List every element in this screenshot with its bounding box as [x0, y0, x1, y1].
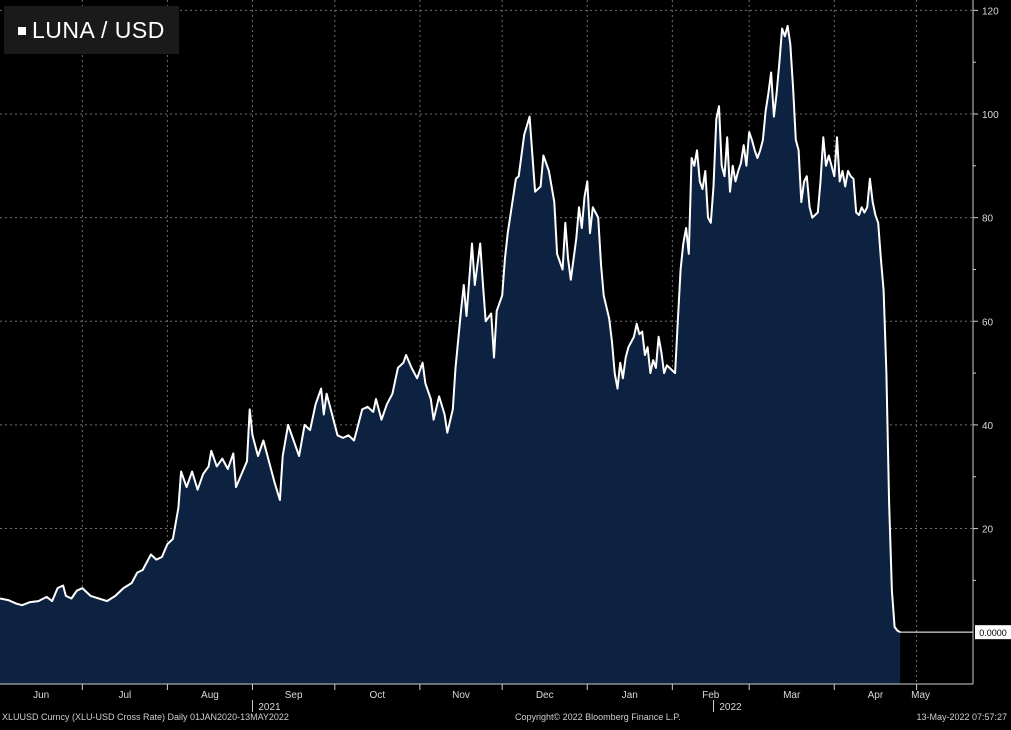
y-tick-label: 40 [982, 421, 994, 432]
y-tick-label: 60 [982, 317, 994, 328]
y-tick-label: 20 [982, 525, 994, 536]
x-tick-label: Apr [868, 690, 884, 701]
y-tick-label: 80 [982, 214, 994, 225]
x-tick-label: Jun [33, 690, 49, 701]
footer-security-info: XLUUSD Curncy (XLU-USD Cross Rate) Daily… [2, 712, 289, 722]
x-tick-label: Dec [536, 690, 554, 701]
series-line [0, 24, 901, 634]
x-tick-label: Jan [622, 690, 638, 701]
axes: 20 40 60 80 100 120 0.0000 Jun Jul Aug Sep Oct Nov De… [0, 0, 1011, 713]
year-label: 2021 [258, 702, 281, 713]
footer-timestamp: 13-May-2022 07:57:27 [916, 712, 1007, 722]
last-value-label: 0.0000 [979, 628, 1007, 638]
x-tick-label: Sep [285, 690, 303, 701]
footer-copyright: Copyright© 2022 Bloomberg Finance L.P. [515, 712, 681, 722]
last-value-box [975, 625, 1011, 640]
x-tick-label: Mar [783, 690, 801, 701]
chart-title-box: LUNA / USD [4, 6, 179, 54]
x-tick-label: May [911, 690, 930, 701]
y-tick-label: 100 [982, 110, 999, 121]
x-tick-label: Aug [201, 690, 219, 701]
x-tick-label: Jul [118, 690, 131, 701]
chart-title: LUNA / USD [32, 16, 165, 43]
x-tick-label: Feb [702, 690, 720, 701]
y-tick-label: 120 [982, 6, 999, 17]
x-tick-label: Oct [370, 690, 386, 701]
x-tick-label: Nov [452, 690, 470, 701]
legend-square-icon [18, 27, 26, 35]
year-label: 2022 [719, 702, 742, 713]
series-area-fill [0, 25, 901, 684]
